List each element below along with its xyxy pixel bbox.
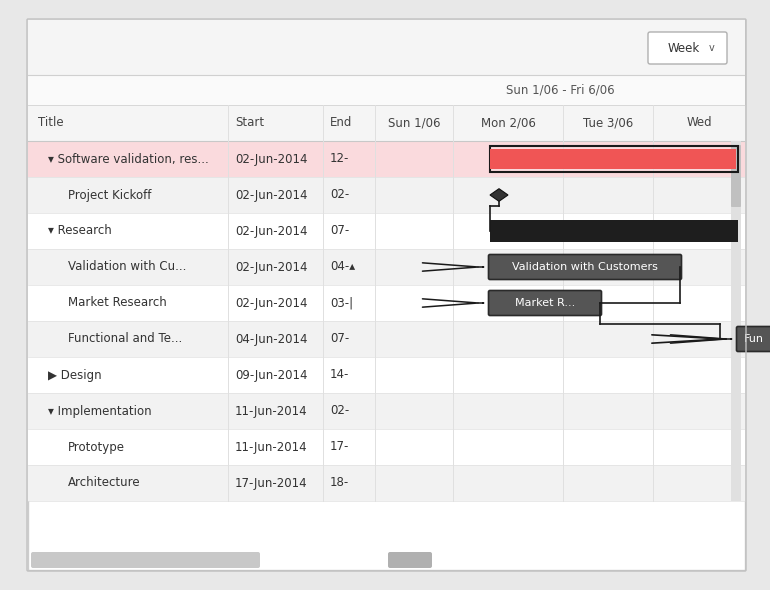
Text: ▾ Implementation: ▾ Implementation xyxy=(48,405,152,418)
Bar xyxy=(28,357,745,393)
Bar xyxy=(28,75,745,105)
Text: 11-Jun-2014: 11-Jun-2014 xyxy=(235,405,308,418)
Bar xyxy=(490,146,738,172)
Bar xyxy=(28,249,745,285)
Text: Project Kickoff: Project Kickoff xyxy=(68,188,152,202)
Bar xyxy=(490,220,738,242)
Text: Sun 1/06 - Fri 6/06: Sun 1/06 - Fri 6/06 xyxy=(506,84,614,97)
Text: 12-: 12- xyxy=(330,152,350,166)
Text: ▶ Design: ▶ Design xyxy=(48,369,102,382)
Bar xyxy=(28,213,745,249)
Bar xyxy=(28,177,745,213)
Text: Validation with Customers: Validation with Customers xyxy=(512,262,658,272)
FancyBboxPatch shape xyxy=(648,32,727,64)
Text: 17-Jun-2014: 17-Jun-2014 xyxy=(235,477,308,490)
Text: 04-▴: 04-▴ xyxy=(330,261,355,274)
Text: ▾ Software validation, res...: ▾ Software validation, res... xyxy=(48,152,209,166)
Bar xyxy=(28,321,745,357)
Text: 09-Jun-2014: 09-Jun-2014 xyxy=(235,369,307,382)
Text: Week: Week xyxy=(668,41,700,54)
Text: 04-Jun-2014: 04-Jun-2014 xyxy=(235,333,307,346)
Text: Validation with Cu...: Validation with Cu... xyxy=(68,261,186,274)
Text: 02-Jun-2014: 02-Jun-2014 xyxy=(235,261,307,274)
Text: Title: Title xyxy=(38,116,64,129)
Text: Mon 2/06: Mon 2/06 xyxy=(480,116,535,129)
Text: 02-Jun-2014: 02-Jun-2014 xyxy=(235,225,307,238)
FancyBboxPatch shape xyxy=(388,552,432,568)
Text: ▾ Research: ▾ Research xyxy=(48,225,112,238)
Text: 07-: 07- xyxy=(330,225,350,238)
Text: Market Research: Market Research xyxy=(68,297,167,310)
Text: 17-: 17- xyxy=(330,441,350,454)
Text: 18-: 18- xyxy=(330,477,350,490)
Text: Tue 3/06: Tue 3/06 xyxy=(583,116,633,129)
Text: 11-Jun-2014: 11-Jun-2014 xyxy=(235,441,308,454)
Text: 02-: 02- xyxy=(330,188,350,202)
Bar xyxy=(28,20,745,75)
Text: 02-Jun-2014: 02-Jun-2014 xyxy=(235,152,307,166)
Bar xyxy=(490,149,736,169)
Text: 02-: 02- xyxy=(330,405,350,418)
Text: 07-: 07- xyxy=(330,333,350,346)
Text: End: End xyxy=(330,116,353,129)
Text: Functional and Te...: Functional and Te... xyxy=(68,333,182,346)
Text: 03-|: 03-| xyxy=(330,297,353,310)
Bar xyxy=(28,141,745,177)
Text: Start: Start xyxy=(235,116,264,129)
Text: Architecture: Architecture xyxy=(68,477,141,490)
Bar xyxy=(28,465,745,501)
Bar xyxy=(28,429,745,465)
FancyBboxPatch shape xyxy=(488,254,681,280)
Text: v: v xyxy=(708,43,715,53)
Bar xyxy=(28,285,745,321)
Text: 02-Jun-2014: 02-Jun-2014 xyxy=(235,297,307,310)
Text: Fun: Fun xyxy=(744,334,764,344)
FancyBboxPatch shape xyxy=(736,326,770,352)
FancyBboxPatch shape xyxy=(488,290,601,316)
FancyBboxPatch shape xyxy=(731,145,741,207)
Bar xyxy=(28,105,745,141)
Text: Prototype: Prototype xyxy=(68,441,125,454)
FancyBboxPatch shape xyxy=(31,552,260,568)
Text: Market R...: Market R... xyxy=(515,298,575,308)
Text: Sun 1/06: Sun 1/06 xyxy=(388,116,440,129)
Text: Wed: Wed xyxy=(686,116,711,129)
Text: 02-Jun-2014: 02-Jun-2014 xyxy=(235,188,307,202)
Bar xyxy=(28,393,745,429)
Text: 14-: 14- xyxy=(330,369,350,382)
Bar xyxy=(731,141,741,501)
Polygon shape xyxy=(490,189,508,201)
